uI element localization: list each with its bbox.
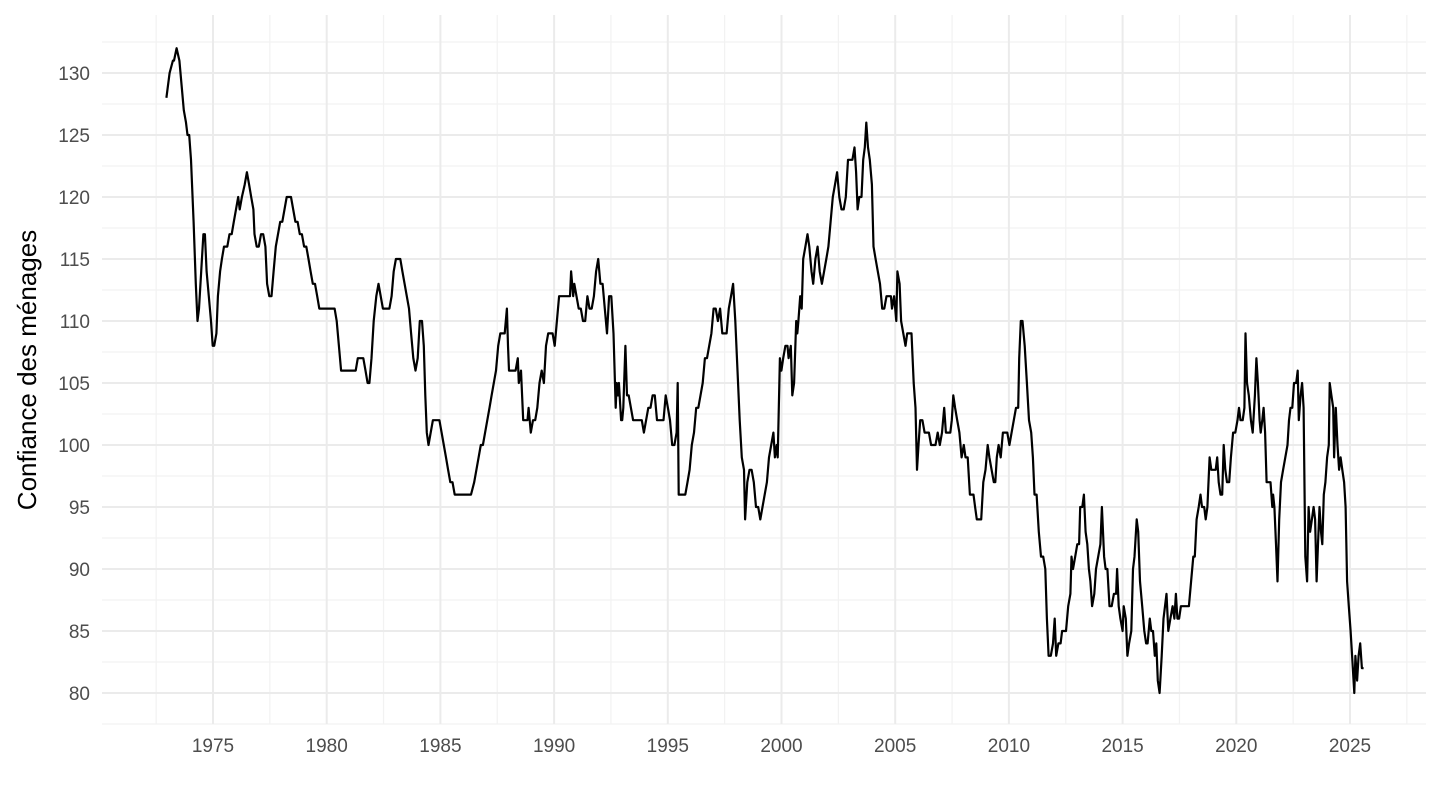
y-tick-label: 90 bbox=[69, 560, 90, 581]
x-tick-label: 2015 bbox=[1101, 736, 1143, 757]
x-tick-label: 1985 bbox=[419, 736, 461, 757]
y-tick-label: 80 bbox=[69, 684, 90, 705]
y-tick-label: 110 bbox=[60, 312, 90, 333]
x-tick-label: 2020 bbox=[1215, 736, 1257, 757]
y-axis-title: Confiance des ménages bbox=[12, 230, 42, 510]
x-tick-label: 1995 bbox=[647, 736, 689, 757]
y-tick-label: 95 bbox=[69, 498, 90, 519]
y-tick-label: 130 bbox=[58, 64, 90, 85]
grid bbox=[102, 15, 1426, 725]
x-tick-label: 1975 bbox=[192, 736, 234, 757]
y-tick-label: 115 bbox=[60, 250, 90, 271]
y-tick-label: 120 bbox=[58, 188, 90, 209]
x-axis-ticks: 1975 1980 1985 1990 1995 2000 2005 2010 2015 2020… bbox=[192, 736, 1371, 757]
series-line bbox=[165, 47, 1364, 695]
x-tick-label: 2005 bbox=[874, 736, 916, 757]
x-tick-label: 1990 bbox=[533, 736, 575, 757]
y-tick-label: 125 bbox=[58, 126, 90, 147]
y-axis-ticks: 80 85 90 95 100 105 110 115 120 125 130 bbox=[58, 64, 90, 705]
x-tick-label: 2025 bbox=[1329, 736, 1371, 757]
y-tick-label: 100 bbox=[58, 436, 90, 457]
series-group bbox=[165, 47, 1364, 695]
y-tick-label: 105 bbox=[58, 374, 90, 395]
x-tick-label: 2000 bbox=[760, 736, 802, 757]
x-tick-label: 2010 bbox=[988, 736, 1030, 757]
y-tick-label: 85 bbox=[69, 622, 90, 643]
x-tick-label: 1980 bbox=[306, 736, 348, 757]
